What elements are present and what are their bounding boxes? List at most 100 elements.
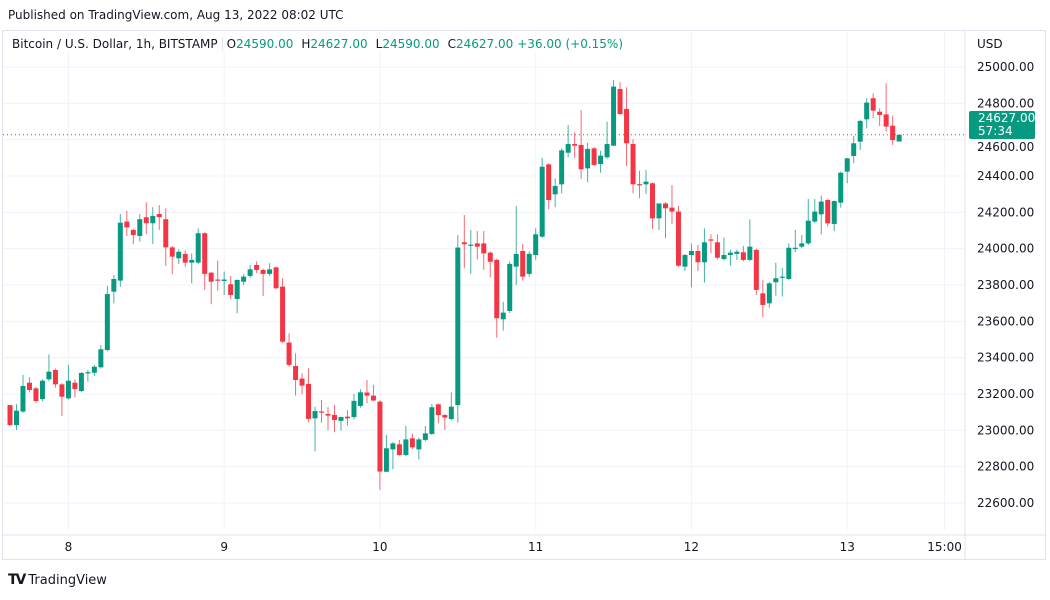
candle-down [650,182,656,230]
candle-down [409,433,415,450]
candle-body [364,392,370,396]
candle-body [682,255,688,267]
tradingview-logo-icon: 𝗧𝗩 [8,572,26,588]
candle-up [507,261,513,314]
candle-body [78,372,84,392]
candle-down [675,205,681,267]
candle-up [221,271,227,295]
candle-body [552,185,558,195]
candle-down [572,132,578,158]
candle-body [91,366,97,373]
candle-down [286,333,292,367]
candle-down [890,115,896,145]
bar-countdown: 57:34 [978,124,1013,138]
candle-body [202,233,208,274]
candle-down [332,404,337,433]
candle-body [254,265,260,270]
candle-up [552,178,558,208]
high-value: 24627.00 [310,37,368,51]
last-price-label: 24627.00 57:34 [969,111,1035,139]
candle-down [695,245,701,271]
candle-body [773,278,779,283]
candle-down [740,245,746,262]
candle-body [273,267,279,289]
price-tick-label: 24800.00 [977,96,1034,110]
candle-body [442,415,448,418]
candle-body [137,219,143,236]
candle-body [559,150,565,185]
candle-up [799,235,805,249]
candle-up [831,200,837,232]
candle-body [403,439,409,456]
candle-body [617,88,623,115]
ohlc-legend: Bitcoin / U.S. Dollar, 1h, BITSTAMP O 245… [8,37,628,51]
candle-body [429,407,435,434]
candle-down [474,231,480,260]
price-tick-label: 24200.00 [977,205,1034,219]
candle-down [487,251,493,278]
candle-body [786,247,792,279]
candle-up [357,389,363,408]
candle-up [117,213,123,287]
candle-body [701,242,707,263]
candle-body [312,411,318,419]
candle-body [293,366,299,380]
candle-down [364,379,370,404]
candle-down [299,373,305,394]
candle-body [883,114,889,127]
candle-body [831,201,837,224]
candle-down [494,258,500,338]
time-tick-label: 11 [528,540,543,554]
candle-down [7,405,13,426]
candle-body [760,293,766,305]
candle-body [98,349,104,368]
candle-up [559,148,565,194]
candle-up [844,157,850,184]
symbol-title[interactable]: Bitcoin / U.S. Dollar, 1h, BITSTAMP [8,37,223,51]
candle-up [416,437,422,460]
candle-body [182,253,188,263]
candle-down [377,400,383,490]
candle-body [338,417,344,421]
candle-up [701,228,707,283]
candles [3,80,965,490]
candle-down [630,139,636,194]
candle-down [124,210,130,236]
currency-label[interactable]: USD [977,37,1003,51]
candle-up [598,150,604,173]
candle-up [267,263,273,276]
candle-body [234,279,240,299]
candle-body [714,242,720,258]
candle-up [682,254,688,271]
candle-up [448,392,454,421]
footer-brand[interactable]: 𝗧𝗩 TradingView [8,572,107,588]
candle-down [883,83,889,132]
candle-body [13,410,19,426]
candle-down [319,399,325,423]
candle-body [215,279,221,281]
candle-down [370,384,376,402]
price-tick-label: 23000.00 [977,423,1034,437]
price-tick-label: 23400.00 [977,351,1034,365]
candle-up [747,219,753,262]
candle-up [585,142,591,183]
candle-up [468,229,474,274]
candle-body [864,102,870,120]
candle-body [487,252,493,262]
candle-down [442,413,448,430]
candle-up [429,403,435,435]
candle-body [325,413,331,416]
candle-down [52,368,58,388]
candle-body [825,199,831,224]
candle-body [721,255,727,260]
candle-up [818,195,824,235]
candle-body [332,414,337,420]
candle-body [656,203,662,219]
candle-body [669,207,675,212]
candle-up [176,249,182,264]
candle-body [111,278,117,292]
candle-body [857,120,863,142]
candle-down [26,377,32,393]
candle-up [150,207,156,244]
